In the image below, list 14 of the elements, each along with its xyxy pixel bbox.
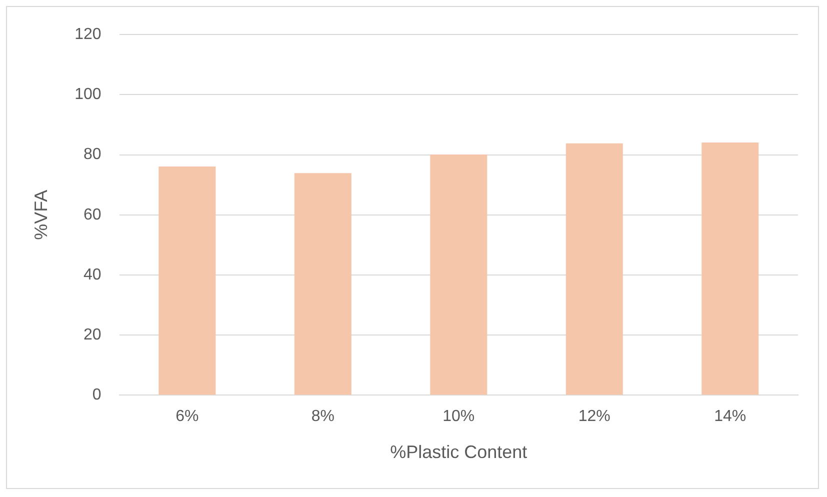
y-axis-title: %VFA [30,190,51,240]
x-tick-label: 8% [311,408,334,426]
y-tick-label: 120 [74,26,102,44]
x-tick-label: 10% [442,408,475,426]
y-tick-label: 80 [84,146,102,164]
y-tick-label: 40 [84,266,102,284]
y-tick-label: 20 [84,326,102,344]
y-tick-label: 60 [84,206,102,224]
y-tick-label: 0 [92,386,102,404]
x-tick-label: 14% [714,408,746,426]
x-axis-title: %Plastic Content [390,442,528,462]
y-tick-label: 100 [74,86,102,104]
x-tick-label: 6% [176,408,199,426]
x-tick-label: 12% [578,408,610,426]
